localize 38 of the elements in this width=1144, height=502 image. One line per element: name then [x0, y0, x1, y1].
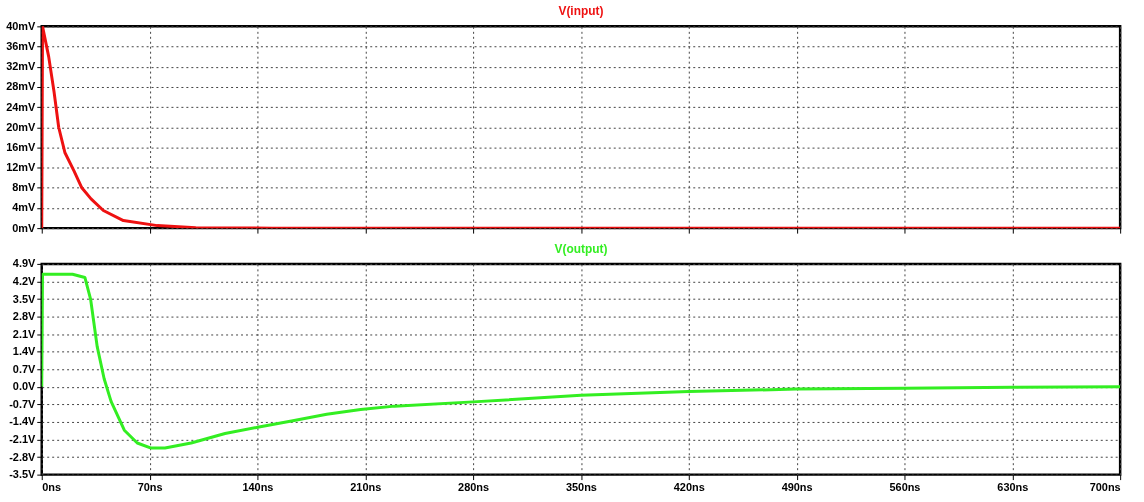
y-tick-label: 36mV: [6, 40, 36, 53]
x-tick-label: 490ns: [781, 481, 813, 494]
x-tick-label: 140ns: [242, 481, 274, 494]
y-tick-label: 32mV: [6, 60, 36, 73]
x-tick-label: 70ns: [137, 481, 163, 494]
y-tick-label: 0.7V: [12, 362, 36, 375]
y-tick-label: 0mV: [12, 221, 36, 234]
x-tick-label: 280ns: [458, 481, 490, 494]
y-tick-label: -2.1V: [9, 432, 36, 445]
y-tick-label: 4.2V: [12, 274, 36, 287]
y-tick-label: 8mV: [12, 181, 36, 194]
y-tick-label: 28mV: [6, 80, 36, 93]
x-tick-label: 420ns: [673, 481, 705, 494]
y-tick-label: 2.1V: [12, 327, 36, 340]
x-tick-label: 630ns: [997, 481, 1029, 494]
y-tick-label: -0.7V: [9, 397, 36, 410]
x-tick-label: 0ns: [42, 481, 62, 494]
y-tick-label: 40mV: [6, 19, 36, 32]
y-tick-label: 3.5V: [12, 292, 36, 305]
x-tick-label: 700ns: [1089, 481, 1121, 494]
y-tick-label: 12mV: [6, 161, 36, 174]
y-tick-label: 0.0V: [12, 380, 36, 393]
y-tick-label: 20mV: [6, 120, 36, 133]
text: V(input): [558, 4, 604, 19]
y-tick-label: 24mV: [6, 100, 36, 113]
y-tick-label: 4.9V: [12, 257, 36, 270]
y-tick-label: -1.4V: [9, 415, 36, 428]
line-series: [41, 272, 1121, 450]
y-tick-label: -2.8V: [9, 450, 36, 463]
y-tick-label: 1.4V: [12, 345, 36, 358]
x-tick-label: 560ns: [889, 481, 921, 494]
y-tick-label: 16mV: [6, 140, 36, 153]
x-tick-label: 210ns: [350, 481, 382, 494]
y-tick-label: 2.8V: [12, 310, 36, 323]
text: V(output): [554, 241, 608, 256]
y-tick-label: 4mV: [12, 201, 36, 214]
x-tick-label: 350ns: [565, 481, 597, 494]
y-tick-label: -3.5V: [9, 468, 36, 481]
